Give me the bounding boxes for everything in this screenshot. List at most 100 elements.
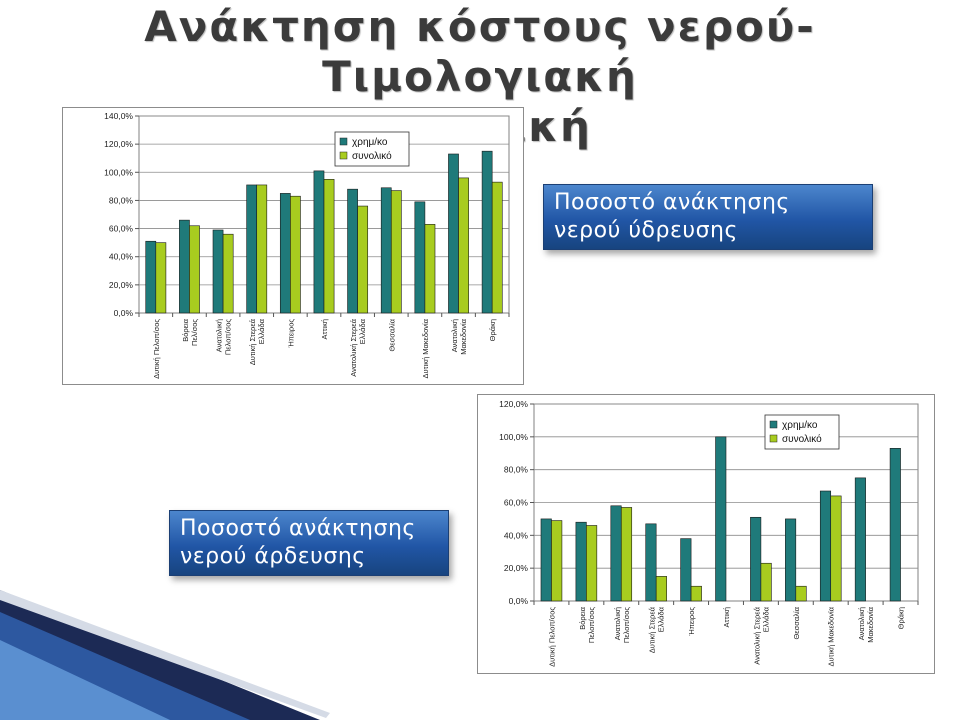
x-category-label: Ήπειρος — [687, 607, 696, 637]
bar-series1 — [179, 219, 190, 314]
bar-series1 — [145, 240, 157, 314]
x-category-label-line: Θράκη — [897, 607, 906, 629]
chart-legend: χρημ/κο συνολικό — [764, 414, 840, 450]
y-tick-label: 60,0% — [504, 498, 529, 508]
x-category-label-line: Δυτική Μακεδονία — [827, 606, 836, 666]
x-category-label: Δυτική Μακεδονία — [421, 318, 430, 378]
x-category-label-line: Θεσσαλία — [387, 318, 396, 351]
x-category-label-line: Θράκη — [488, 319, 497, 341]
bar-series1 — [610, 505, 622, 602]
x-category-label: Ανατολική Στερεά Ελλάδα — [349, 318, 367, 376]
drinking-water-recovery-chart-svg: 0,0% 20,0% 40,0% 60,0% 80,0% 100,0% 120,0% 140,… — [104, 111, 510, 379]
bar-series1 — [575, 521, 587, 602]
bar-series1 — [212, 229, 224, 314]
x-category-label: Δυτική Στερεά Ελλάδα — [648, 606, 666, 653]
slide-title-line-1: Ανάκτηση κόστους νερού- Τιμολογιακή — [144, 2, 816, 101]
x-category-label: Θράκη — [897, 607, 906, 629]
x-category-label-line: Ελλάδα — [761, 606, 770, 632]
bar-series1 — [750, 516, 762, 602]
x-category-label: Ανατολική Μακεδονία — [857, 606, 875, 642]
irrigation-water-recovery-chart: 0,0% 20,0% 40,0% 60,0% 80,0% 100,0% 120,0% Δυτι… — [477, 394, 935, 674]
bar-series2 — [760, 562, 772, 602]
bar-series1 — [785, 518, 797, 602]
irrigation-water-recovery-chart-svg: 0,0% 20,0% 40,0% 60,0% 80,0% 100,0% 120,0% Δυτι… — [499, 399, 919, 667]
bar-series1 — [380, 187, 392, 314]
x-category-label-line: Μακεδονία — [866, 606, 875, 642]
bar-series2 — [390, 190, 402, 314]
bar-series1 — [680, 538, 692, 602]
bar-series2 — [830, 495, 842, 602]
bar-series2 — [491, 181, 503, 314]
bar-series2 — [620, 507, 633, 602]
y-tick-label: 80,0% — [504, 465, 529, 475]
x-category-label: Θράκη — [488, 319, 497, 341]
x-category-label-line: Αττική — [722, 607, 731, 628]
x-category-label-line: Ελλάδα — [657, 606, 666, 632]
x-category-label-line: Δυτική Στερεά — [248, 318, 257, 365]
x-category-label-line: Ελλάδα — [358, 318, 367, 344]
x-category-label-line: Ανατολική — [613, 607, 622, 640]
x-category-label-line: Πελοπ/σος — [224, 319, 233, 356]
bar-series2 — [189, 225, 200, 314]
bar-series2 — [795, 585, 807, 602]
x-category-label: Ήπειρος — [286, 319, 295, 349]
bar-series2 — [690, 585, 702, 602]
bar-series2 — [155, 242, 167, 314]
legend-box — [764, 414, 840, 450]
bar-series1 — [414, 201, 426, 314]
x-category-label: Δυτική Πελοπ/σος — [547, 607, 556, 667]
bar-series1 — [448, 153, 459, 314]
x-category-label: Θεσσαλία — [387, 318, 396, 351]
bar-series1 — [540, 518, 552, 602]
bar-series2 — [424, 224, 436, 314]
legend-label: χρημ/κο — [782, 420, 818, 431]
x-category-label: Ανατολική Στερεά Ελλάδα — [752, 606, 770, 664]
x-category-label-line: Ανατολική — [857, 607, 866, 640]
x-category-label: Ανατολική Μακεδονία — [450, 318, 468, 354]
x-category-label: Βόρεια Πελοπ/σος — [578, 606, 596, 643]
bar-series1 — [347, 188, 358, 314]
x-category-label-line: Δυτική Πελοπ/σος — [152, 319, 161, 379]
irrigation-callout-line-2: νερού άρδευσης — [180, 544, 366, 569]
bar-series2 — [586, 525, 598, 602]
x-category-label-line: Θεσσαλία — [792, 606, 801, 639]
drinking-water-callout: Ποσοστό ανάκτησης νερού ύδρευσης — [543, 184, 873, 250]
x-category-label: Βόρεια Πελ/σος — [181, 318, 199, 346]
bar-series2 — [357, 205, 369, 314]
x-category-label: Ανατολική Πελοπ/σος — [613, 607, 631, 644]
x-category-label-line: Ήπειρος — [286, 319, 295, 349]
x-category-label-line: Πελ/σος — [190, 319, 199, 346]
drinking-callout-line-1: Ποσοστό ανάκτησης — [554, 190, 790, 215]
x-category-label: Δυτική Στερεά Ελλάδα — [248, 318, 266, 365]
legend-label: συνολικό — [352, 150, 392, 162]
x-category-label-line: Ανατολική Στερεά — [349, 318, 358, 376]
x-category-label-line: Ήπειρος — [687, 607, 696, 637]
legend-label: συνολικό — [782, 433, 822, 445]
x-category-label-line: Ανατολική Στερεά — [752, 606, 761, 664]
x-category-label: Αττική — [320, 319, 329, 340]
y-tick-label: 40,0% — [504, 530, 529, 540]
y-tick-label: 0,0% — [509, 596, 529, 606]
y-tick-label: 80,0% — [109, 195, 134, 205]
bar-series1 — [854, 477, 866, 602]
legend-swatch — [339, 137, 348, 146]
legend-label: χρημ/κο — [352, 137, 388, 148]
drinking-callout-line-2: νερού ύδρευσης — [554, 218, 738, 243]
x-category-label-line: Δυτική Μακεδονία — [421, 318, 430, 378]
y-tick-label: 100,0% — [104, 167, 133, 177]
x-category-label-line: Δυτική Στερεά — [648, 606, 657, 653]
x-category-label: Ανατολική Πελοπ/σος — [215, 319, 233, 356]
y-tick-label: 40,0% — [109, 252, 134, 262]
legend-box — [334, 131, 410, 167]
bar-series2 — [256, 184, 268, 314]
legend-swatch — [769, 420, 778, 429]
x-category-label-line: Ανατολική — [450, 319, 459, 352]
bar-series1 — [313, 170, 325, 314]
chart-legend: χρημ/κο συνολικό — [334, 131, 410, 167]
x-category-label: Θεσσαλία — [792, 606, 801, 639]
y-tick-label: 0,0% — [114, 308, 134, 318]
x-category-label-line: Πελοπ/σος — [587, 607, 596, 644]
x-category-label-line: Ανατολική — [215, 319, 224, 352]
legend-swatch — [339, 151, 348, 160]
